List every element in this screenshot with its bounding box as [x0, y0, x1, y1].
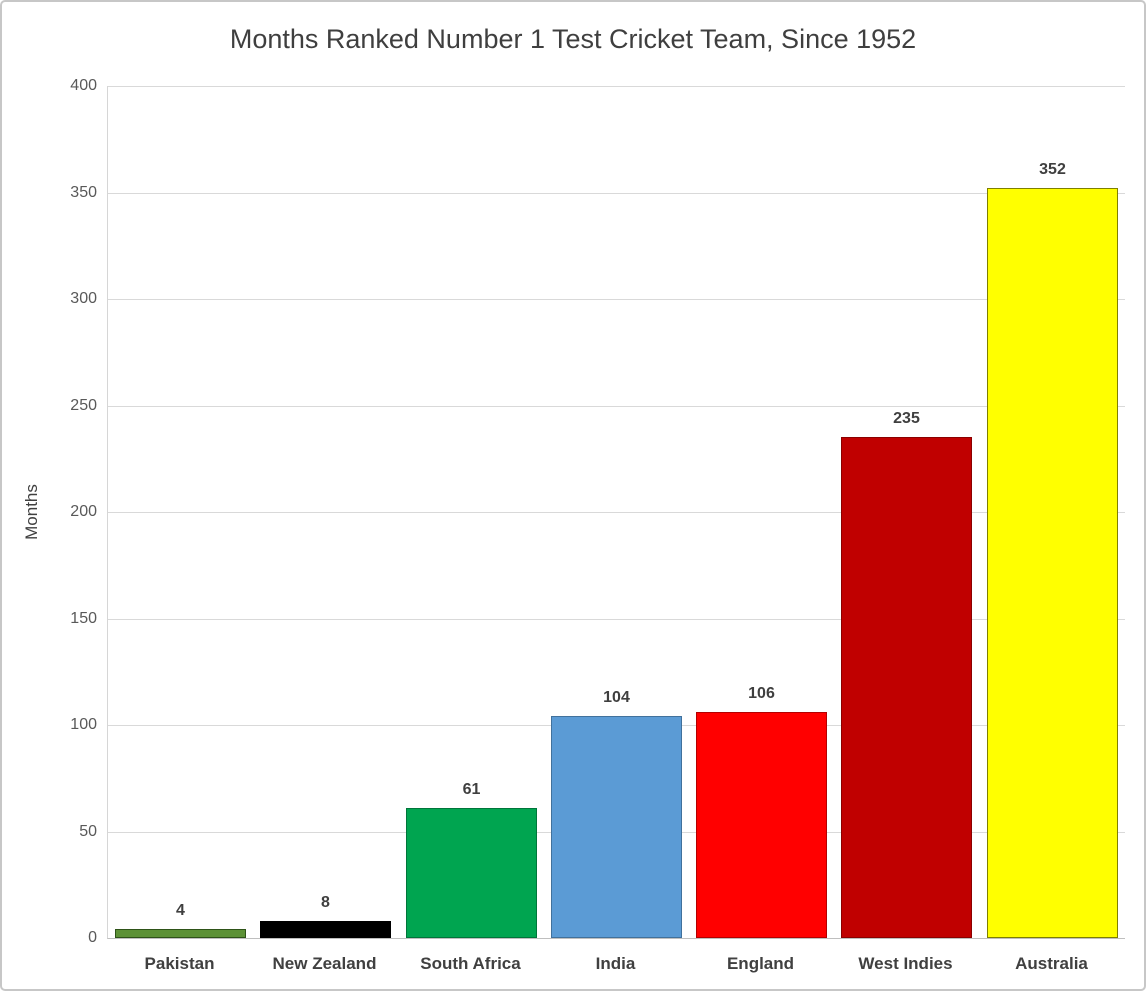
bar-england	[696, 712, 827, 938]
y-tick-label-200: 200	[70, 503, 97, 520]
bar-slot-australia: 352	[980, 161, 1125, 938]
y-tick-label-150: 150	[70, 609, 97, 627]
bar-value-label-india: 104	[603, 689, 630, 706]
bar-australia	[987, 188, 1118, 938]
bar-value-label-new-zealand: 8	[321, 894, 330, 911]
plot-area: 4 8 61 104 106 235 352	[107, 86, 1125, 939]
x-tick-label-pakistan: Pakistan	[144, 954, 215, 973]
bar-value-label-pakistan: 4	[176, 902, 185, 919]
x-tick-label-england: England	[726, 954, 795, 973]
y-tick-label-350: 350	[70, 183, 97, 201]
gridline-250	[108, 405, 1125, 407]
y-tick-label-250: 250	[70, 396, 97, 414]
y-tick-label-50: 50	[79, 822, 97, 840]
bar-slot-new-zealand: 8	[253, 894, 398, 938]
y-tick-label-0: 0	[88, 929, 97, 946]
bar-slot-england: 106	[689, 685, 834, 938]
gridline-150	[108, 618, 1125, 620]
gridline-350	[108, 192, 1125, 194]
bar-west-indies	[841, 437, 972, 938]
bar-india	[551, 716, 682, 938]
bar-pakistan	[115, 929, 246, 938]
bar-slot-west-indies: 235	[834, 410, 979, 938]
gridline-300	[108, 299, 1125, 300]
gridline-200	[108, 512, 1125, 513]
bar-value-label-australia: 352	[1039, 161, 1066, 178]
chart-title: Months Ranked Number 1 Test Cricket Team…	[229, 24, 917, 54]
x-tick-label-australia: Australia	[1015, 954, 1088, 973]
bar-value-label-west-indies: 235	[893, 410, 920, 427]
bar-value-label-england: 106	[748, 685, 775, 702]
x-tick-label-new-zealand: New Zealand	[272, 954, 377, 973]
y-tick-label-100: 100	[70, 716, 97, 733]
x-tick-label-india: India	[595, 954, 636, 973]
y-tick-label-300: 300	[70, 290, 97, 307]
gridline-400	[108, 86, 1125, 87]
bar-slot-pakistan: 4	[108, 902, 253, 938]
y-tick-label-400: 400	[70, 77, 97, 94]
bar-value-label-south-africa: 61	[462, 781, 481, 798]
bar-new-zealand	[260, 921, 391, 938]
bar-slot-india: 104	[544, 689, 689, 938]
x-tick-label-west-indies: West Indies	[858, 954, 953, 973]
x-tick-label-south-africa: South Africa	[420, 954, 521, 973]
bar-south-africa	[406, 808, 537, 938]
bar-slot-south-africa: 61	[399, 781, 544, 938]
